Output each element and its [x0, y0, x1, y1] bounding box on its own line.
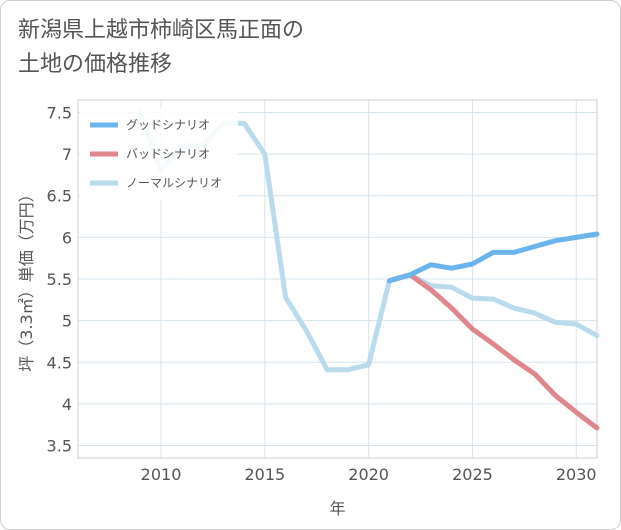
series-line-1	[386, 272, 600, 431]
x-tick-label: 2010	[141, 465, 182, 484]
x-axis-ticks: 2010 2015 2020 2025 2030	[141, 465, 597, 484]
x-tick-label: 2020	[348, 465, 389, 484]
x-axis-title: 年	[329, 499, 345, 518]
y-tick-label: 5	[62, 312, 72, 331]
chart-title-line-1: 新潟県上越市柿崎区馬正面の	[18, 18, 305, 43]
y-axis-ticks: 3.5 4 4.5 5 5.5 6 6.5 7 7.5	[47, 103, 72, 455]
y-tick-label: 7.5	[47, 103, 72, 122]
y-tick-label: 5.5	[47, 270, 72, 289]
x-tick-label: 2015	[244, 465, 285, 484]
y-tick-label: 4.5	[47, 353, 72, 372]
y-tick-label: 7	[62, 145, 72, 164]
legend-label-1: バッドシナリオ	[126, 147, 210, 161]
y-tick-label: 6.5	[47, 187, 72, 206]
legend-label-0: グッドシナリオ	[126, 118, 210, 132]
chart-title: 新潟県上越市柿崎区馬正面の 土地の価格推移	[18, 14, 304, 82]
x-tick-label: 2030	[556, 465, 597, 484]
y-tick-label: 6	[62, 228, 72, 247]
y-tick-label: 4	[62, 395, 72, 414]
series-line-0	[386, 231, 600, 284]
y-tick-label: 3.5	[47, 437, 72, 456]
legend-label-2: ノーマルシナリオ	[126, 176, 222, 190]
plot-area	[77, 99, 598, 459]
y-axis-title: 坪（3.3㎡）単価（万円）	[17, 186, 36, 371]
chart-title-line-2: 土地の価格推移	[18, 52, 173, 77]
x-tick-label: 2025	[452, 465, 493, 484]
